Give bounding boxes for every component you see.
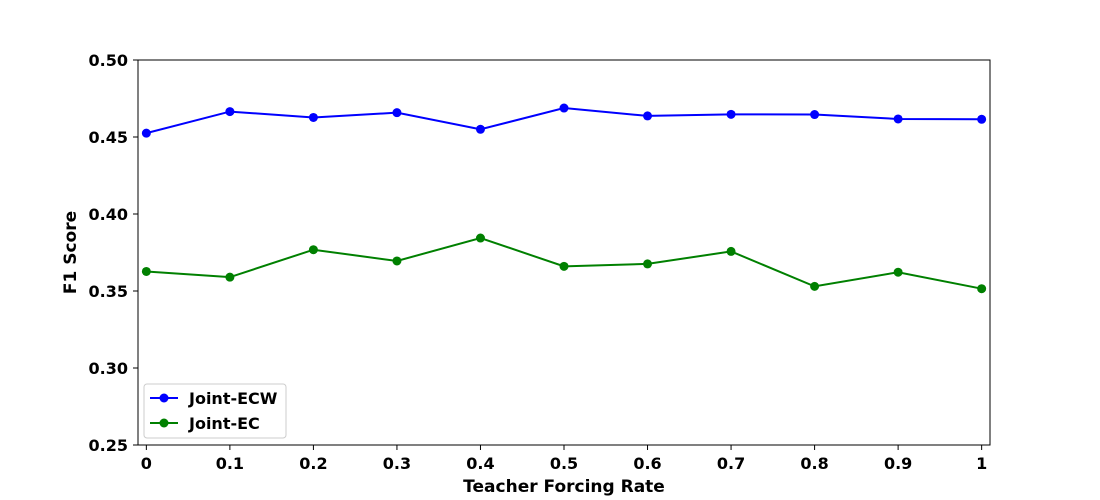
data-point	[308, 245, 318, 255]
data-point	[141, 128, 151, 138]
y-tick-label: 0.50	[89, 51, 128, 70]
x-tick-label: 1	[976, 454, 987, 473]
data-point	[726, 246, 736, 256]
data-point	[977, 284, 987, 294]
legend-marker	[159, 418, 169, 428]
x-tick-label: 0.3	[383, 454, 411, 473]
data-point	[392, 108, 402, 118]
y-axis-label: F1 Score	[61, 211, 81, 294]
x-tick-label: 0.6	[633, 454, 661, 473]
legend-box	[143, 383, 287, 439]
x-tick-label: 0.5	[550, 454, 578, 473]
data-point	[559, 261, 569, 271]
data-point	[225, 272, 235, 282]
x-tick-label: 0.9	[884, 454, 912, 473]
data-point	[475, 124, 485, 134]
data-point	[893, 267, 903, 277]
x-axis-label: Teacher Forcing Rate	[463, 477, 665, 497]
y-tick-label: 0.45	[89, 128, 128, 147]
x-tick-label: 0.7	[717, 454, 745, 473]
legend: Joint-ECW Joint-EC	[143, 383, 287, 439]
legend-marker	[159, 393, 169, 403]
data-point	[810, 110, 820, 120]
legend-label: Joint-ECW	[188, 389, 278, 408]
x-tick-label: 0.1	[216, 454, 244, 473]
data-point	[643, 111, 653, 121]
x-tick-label: 0.2	[299, 454, 327, 473]
data-point	[893, 114, 903, 124]
y-tick-label: 0.25	[89, 436, 128, 455]
data-point	[141, 266, 151, 276]
x-tick-label: 0.4	[466, 454, 494, 473]
series-joint-ec	[141, 233, 987, 294]
x-axis-ticks: 0 0.1 0.2 0.3 0.4 0.5 0.6 0.7 0.8 0.9 1	[141, 445, 987, 473]
y-tick-label: 0.30	[89, 359, 128, 378]
data-point	[643, 259, 653, 269]
data-point	[977, 114, 987, 124]
data-point	[475, 233, 485, 243]
y-tick-label: 0.40	[89, 205, 128, 224]
data-point	[726, 109, 736, 119]
x-tick-label: 0.8	[800, 454, 828, 473]
data-point	[559, 103, 569, 113]
data-point	[308, 112, 318, 122]
x-tick-label: 0	[141, 454, 152, 473]
series-joint-ecw	[141, 103, 987, 138]
data-point	[225, 107, 235, 117]
legend-label: Joint-EC	[188, 414, 260, 433]
data-point	[392, 256, 402, 266]
plot-lines	[141, 103, 987, 294]
y-axis-ticks: 0.25 0.30 0.35 0.40 0.45 0.50	[89, 51, 138, 455]
data-point	[810, 281, 820, 291]
y-tick-label: 0.35	[89, 282, 128, 301]
